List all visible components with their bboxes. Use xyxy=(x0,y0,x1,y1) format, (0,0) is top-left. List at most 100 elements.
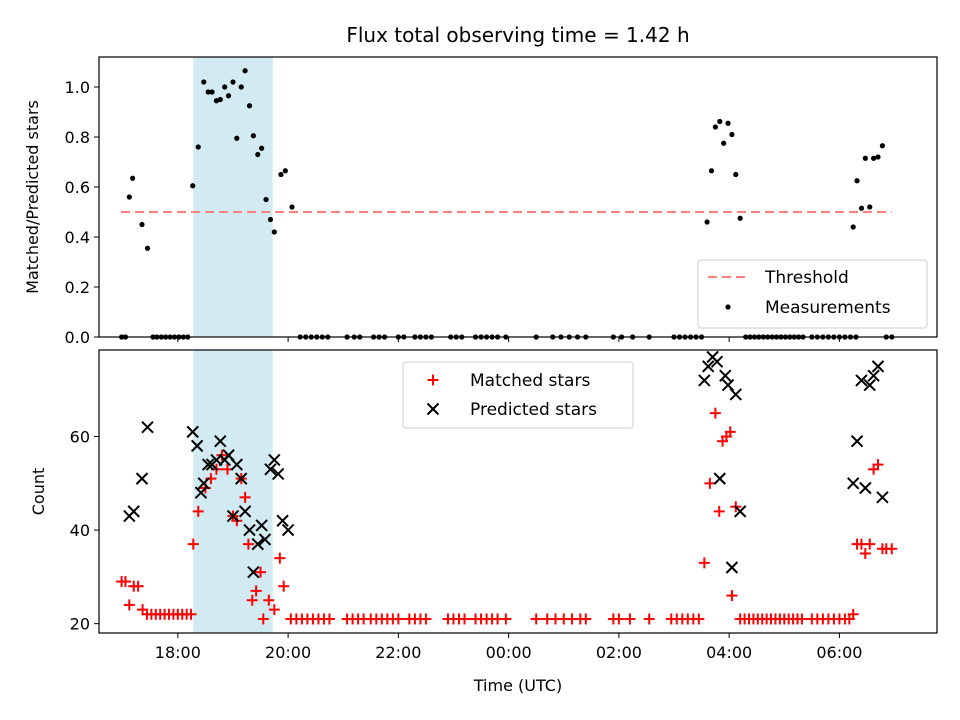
matched-star-point xyxy=(187,538,199,550)
predicted-star-point xyxy=(141,420,154,434)
predicted-star-point xyxy=(863,378,876,392)
measurement-point xyxy=(205,89,211,95)
top-legend: Threshold Measurements xyxy=(697,259,928,329)
legend-predicted-label: Predicted stars xyxy=(470,400,597,420)
measurement-point xyxy=(255,151,261,158)
measurement-point xyxy=(282,168,288,174)
measurement-point xyxy=(242,68,248,74)
x-tick-label: 18:00 xyxy=(155,643,201,662)
predicted-star-point xyxy=(701,360,715,373)
matched-star-point xyxy=(872,459,884,471)
predicted-star-point xyxy=(698,374,711,387)
measurement-point xyxy=(238,84,244,90)
matched-star-point xyxy=(643,613,655,625)
top-legend-box xyxy=(697,259,928,329)
measurement-point xyxy=(201,79,207,85)
measurement-point xyxy=(862,155,868,161)
x-tick-label: 20:00 xyxy=(265,643,311,662)
measurement-point xyxy=(250,133,256,139)
top-y-tick-label: 0.2 xyxy=(65,278,90,297)
measurement-point xyxy=(190,183,196,189)
matched-star-point xyxy=(185,608,197,620)
legend-predicted-swatch xyxy=(426,402,440,416)
top-y-ticks: 0.0 0.2 0.4 0.6 0.8 1.0 xyxy=(65,78,99,347)
predicted-star-point xyxy=(201,458,215,471)
legend-x-marker xyxy=(426,402,440,416)
predicted-star-point xyxy=(713,472,726,485)
matched-star-point xyxy=(255,566,267,578)
measurement-point xyxy=(870,155,877,161)
matched-star-point xyxy=(709,407,721,419)
predicted-star-point xyxy=(725,561,739,574)
legend-measurements-swatch xyxy=(725,304,731,310)
matched-star-point xyxy=(796,613,808,625)
measurement-point xyxy=(854,178,860,184)
legend-threshold-label: Threshold xyxy=(764,268,849,288)
predicted-star-point xyxy=(194,486,208,499)
measurement-point xyxy=(230,79,236,85)
predicted-star-point xyxy=(855,374,868,387)
measurement-point xyxy=(195,144,201,150)
x-axis-label: Time (UTC) xyxy=(473,676,562,695)
measurement-point xyxy=(278,171,284,178)
predicted-star-point xyxy=(243,523,256,537)
measurement-point xyxy=(729,131,735,138)
matched-star-point xyxy=(239,491,251,503)
measurement-point xyxy=(712,124,718,130)
matched-star-point xyxy=(613,613,625,625)
matched-star-point xyxy=(693,613,705,625)
matched-star-point xyxy=(250,585,262,597)
measurement-point xyxy=(850,224,856,230)
top-y-axis-label: Matched/Predicted stars xyxy=(23,100,42,294)
measurement-point xyxy=(263,196,269,203)
measurement-point xyxy=(217,96,223,103)
predicted-star-point xyxy=(721,378,735,392)
bottom-x-ticks: 18:00 20:00 22:00 00:00 02:00 04:00 06:00 xyxy=(155,633,862,662)
top-y-tick-label: 0.6 xyxy=(65,178,90,197)
bottom-legend-box xyxy=(402,361,634,429)
legend-matched-label: Matched stars xyxy=(470,371,590,391)
predicted-star-point xyxy=(251,537,264,551)
measurement-point xyxy=(139,221,145,228)
predicted-star-point xyxy=(127,505,140,518)
matched-star-point xyxy=(192,505,204,517)
matched-star-point xyxy=(392,613,404,625)
matched-star-points xyxy=(116,407,898,625)
matched-star-point xyxy=(704,477,716,489)
chart-title: Flux total observing time = 1.42 h xyxy=(346,23,689,47)
matched-star-point xyxy=(420,613,432,625)
predicted-star-point xyxy=(197,477,210,490)
measurement-point xyxy=(289,204,295,210)
measurement-point xyxy=(222,84,228,90)
legend-matched-swatch xyxy=(427,374,439,386)
measurement-point xyxy=(209,89,215,95)
predicted-star-point xyxy=(264,463,277,476)
bottom-legend: Matched stars Predicted stars xyxy=(402,361,634,429)
predicted-star-point xyxy=(729,388,742,401)
predicted-star-points xyxy=(123,350,889,579)
x-tick-label: 02:00 xyxy=(596,643,642,662)
matched-star-point xyxy=(459,613,471,625)
bottom-y-tick-label: 40 xyxy=(70,521,90,540)
measurement-point xyxy=(708,168,715,174)
predicted-star-point xyxy=(258,533,272,546)
matched-star-point xyxy=(530,613,542,625)
matched-star-point xyxy=(268,604,280,616)
matched-star-point xyxy=(257,613,269,625)
matched-star-point xyxy=(580,613,592,625)
matched-star-point xyxy=(246,594,258,606)
predicted-star-point xyxy=(247,565,260,579)
matched-star-point xyxy=(624,613,636,625)
bottom-axes-frame xyxy=(98,349,938,634)
top-y-tick-label: 0.8 xyxy=(65,128,90,147)
matched-star-point xyxy=(713,505,725,517)
measurement-point xyxy=(144,245,151,251)
bottom-panel: 20 40 60 18:00 20:00 22:00 00:00 02:00 04:00 06:… xyxy=(29,349,938,695)
predicted-star-point xyxy=(235,472,248,485)
bottom-y-ticks: 20 40 60 xyxy=(70,428,99,634)
measurement-point xyxy=(875,154,881,160)
matched-star-point xyxy=(274,552,286,564)
matched-star-point xyxy=(847,608,859,620)
matched-star-point xyxy=(123,599,135,611)
measurement-point xyxy=(225,93,232,99)
